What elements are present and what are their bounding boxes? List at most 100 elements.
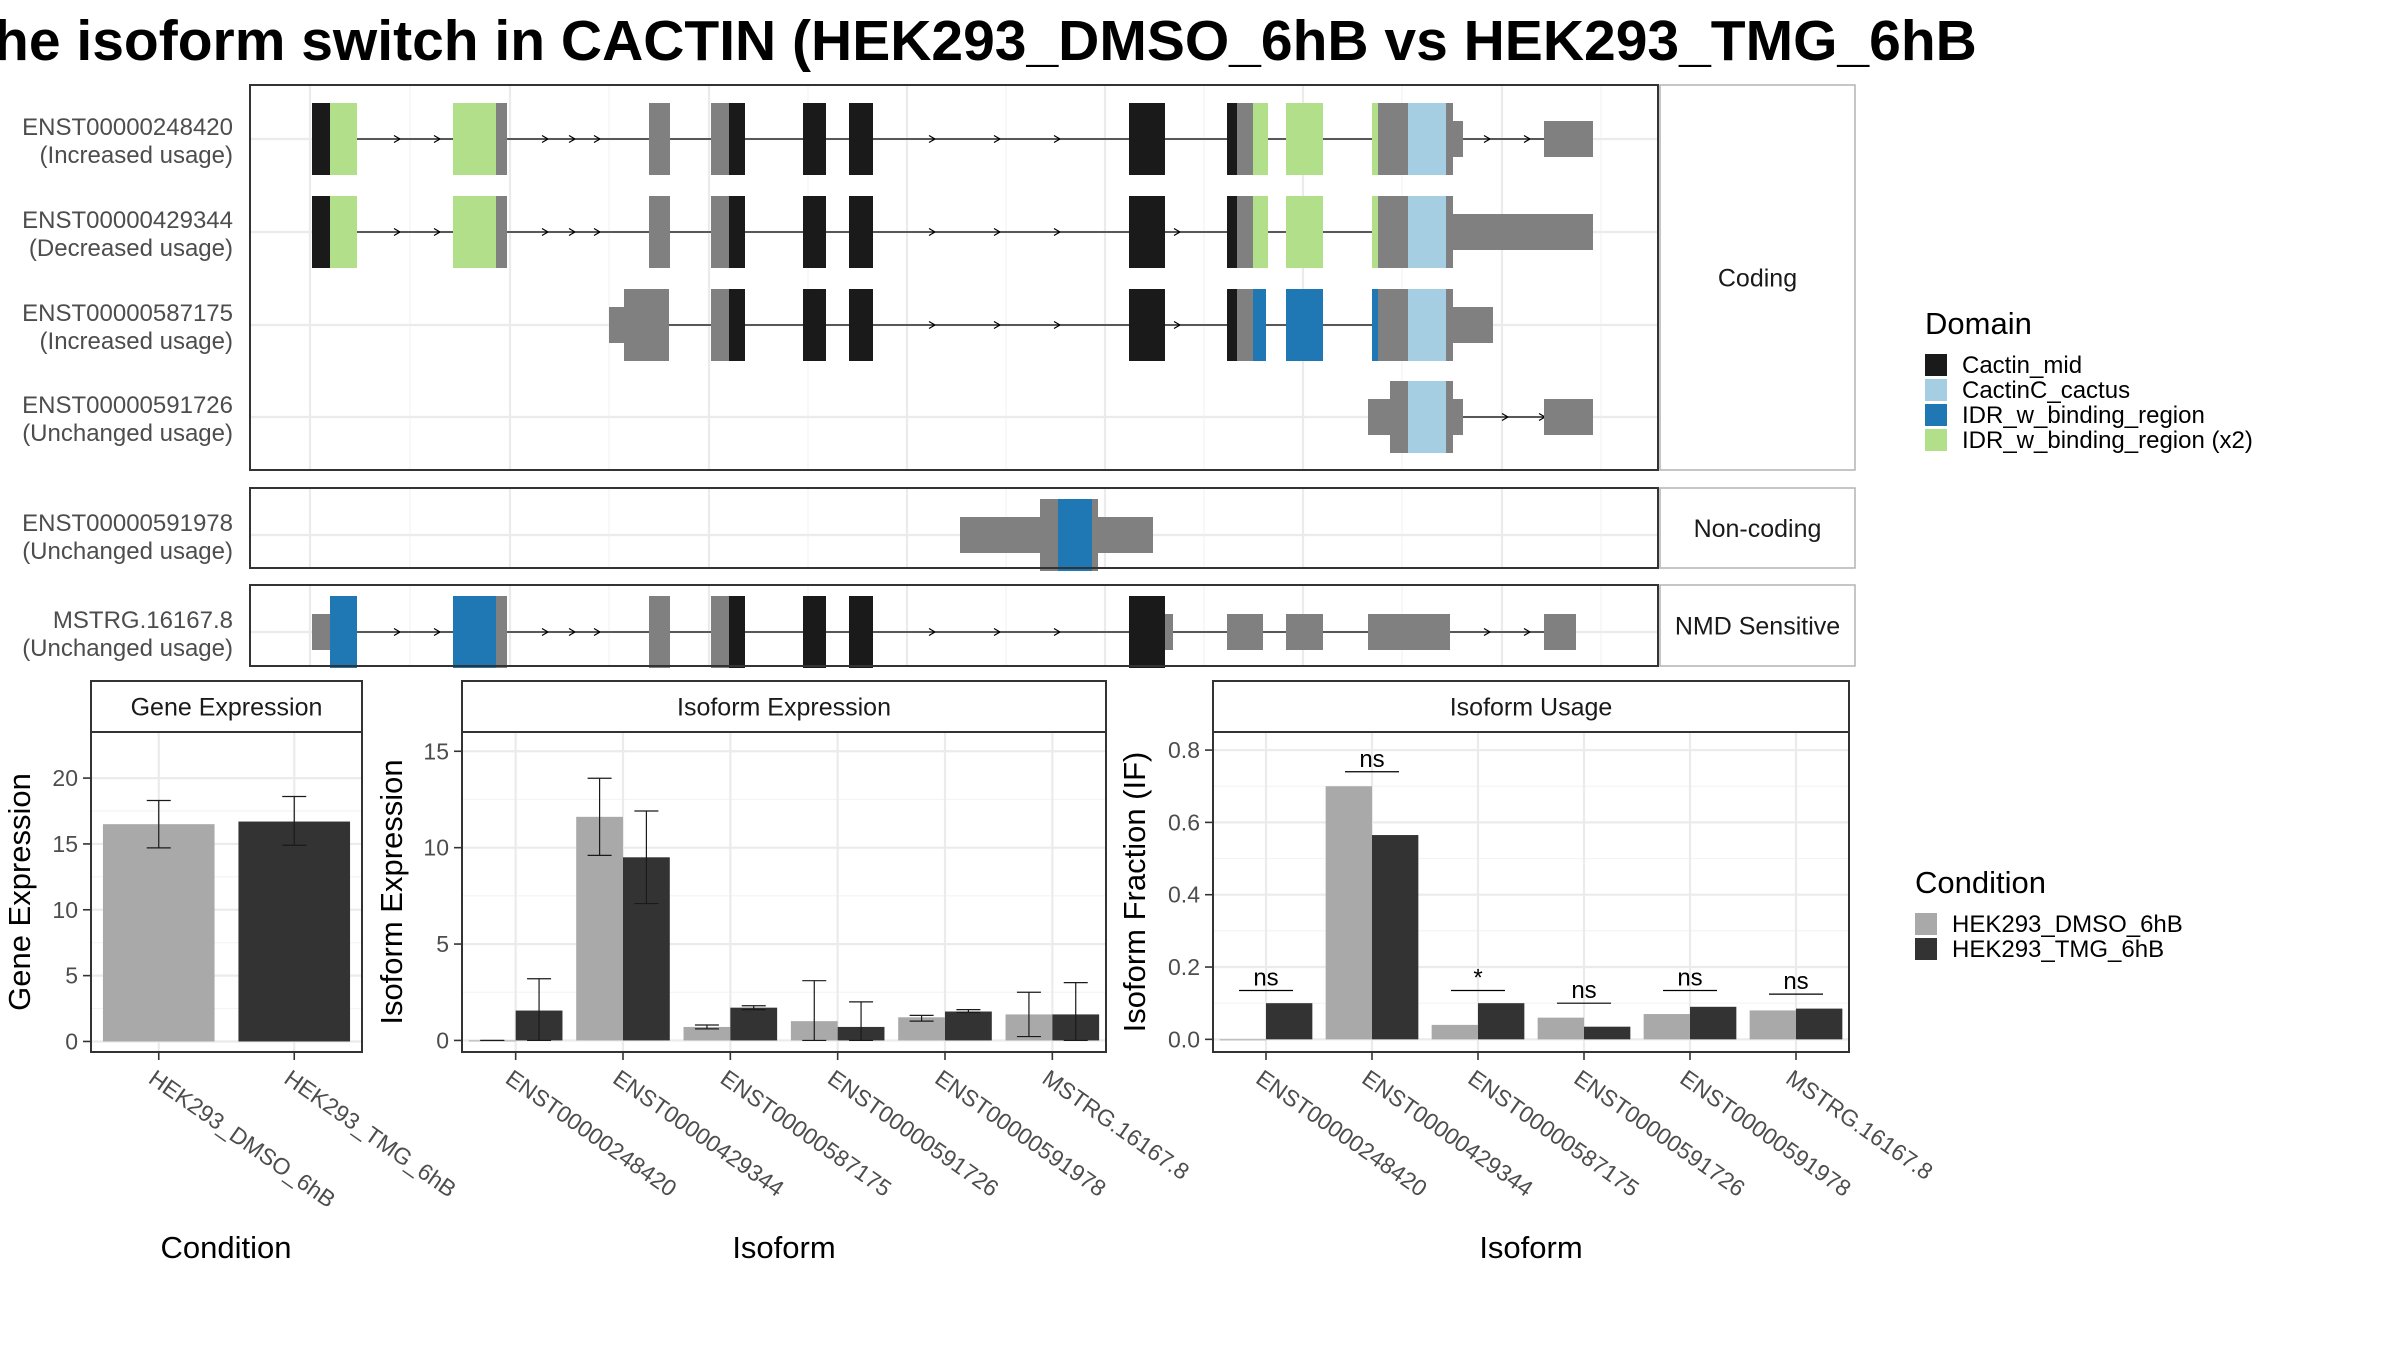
direction-arrow	[593, 227, 602, 237]
x-axis-title: Isoform	[1479, 1230, 1582, 1265]
y-tick-label: 0.4	[1168, 882, 1200, 908]
domain-legend-swatch	[1925, 404, 1947, 426]
error-bar	[802, 980, 827, 1042]
direction-arrow	[1053, 627, 1062, 637]
exon-block	[1286, 103, 1323, 175]
x-tick-label: ENST00000591726	[1569, 1065, 1749, 1202]
bar-dmso	[102, 824, 215, 1042]
bar-tmg	[1478, 1003, 1525, 1040]
transcript-id-label: ENST00000429344	[22, 207, 233, 234]
chart-strip-title: Isoform Expression	[677, 694, 891, 722]
transcript-usage-label: (Increased usage)	[40, 142, 233, 169]
panel-label: Coding	[1718, 265, 1797, 293]
exon-block	[1129, 196, 1165, 268]
error-bar	[1016, 991, 1041, 1038]
transcript-usage-label: (Unchanged usage)	[22, 635, 233, 662]
panel-label: NMD Sensitive	[1675, 613, 1840, 641]
condition-legend-swatch	[1915, 938, 1937, 960]
exon-block	[649, 103, 670, 175]
chart-title: he isoform switch in CACTIN (HEK293_DMSO…	[0, 9, 1977, 73]
bar-dmso	[1537, 1017, 1584, 1040]
direction-arrow	[433, 227, 442, 237]
exon-block	[711, 196, 729, 268]
error-bar	[527, 978, 552, 1042]
x-axis-title: Condition	[161, 1230, 292, 1265]
domain-legend-title: Domain	[1925, 306, 2032, 341]
condition-legend-swatch	[1915, 913, 1937, 935]
bar-tmg	[945, 1011, 992, 1041]
y-tick-label: 15	[423, 738, 449, 764]
structure-panel-3: MSTRG.16167.8(Unchanged usage) NMD Sensit…	[22, 584, 1856, 668]
direction-arrow	[1053, 227, 1062, 237]
utr-block	[1227, 614, 1263, 650]
direction-arrow	[1053, 134, 1062, 144]
transcript-MSTRG.16167.8: MSTRG.16167.8(Unchanged usage)	[22, 596, 1576, 668]
exon-block	[803, 103, 826, 175]
bar-dmso	[1749, 1010, 1796, 1040]
transcript-id-label: ENST00000591726	[22, 392, 233, 419]
direction-arrow	[593, 627, 602, 637]
direction-arrow	[928, 134, 937, 144]
panel-border	[249, 487, 1659, 569]
y-tick-label: 0	[436, 1027, 449, 1053]
utr-block	[1368, 614, 1450, 650]
utr-block	[1453, 307, 1493, 343]
chart-strip-title: Isoform Usage	[1450, 694, 1613, 722]
domain-legend-label: Cactin_mid	[1962, 352, 2082, 379]
exon-block	[1408, 289, 1446, 361]
exon-block	[1286, 289, 1323, 361]
exon-block	[729, 289, 745, 361]
condition-legend-title: Condition	[1915, 865, 2046, 900]
utr-block	[1453, 399, 1463, 435]
exon-block	[496, 103, 507, 175]
exon-block	[1378, 103, 1408, 175]
panel-label: Non-coding	[1694, 515, 1822, 543]
panel-border	[249, 84, 1659, 471]
exon-block	[729, 196, 745, 268]
transcript-ENST00000591726: ENST00000591726(Unchanged usage)	[22, 381, 1593, 453]
exon-block	[330, 596, 357, 668]
panel-strip	[1659, 487, 1856, 569]
plot-background	[1213, 732, 1849, 1052]
domain-legend-label: IDR_w_binding_region	[1962, 402, 2205, 429]
exon-block	[711, 289, 729, 361]
panel-strip	[1659, 584, 1856, 667]
exon-block	[849, 103, 873, 175]
exon-block	[649, 596, 670, 668]
structure-panel-1: ENST00000248420(Increased usage) ENST0000…	[22, 84, 1856, 471]
chart-strip-title: Gene Expression	[131, 694, 323, 722]
exon-block	[1408, 103, 1446, 175]
exon-block	[1237, 289, 1253, 361]
exon-block	[1372, 196, 1378, 268]
utr-block	[609, 307, 624, 343]
significance-label: ns	[1783, 968, 1808, 995]
error-bar	[1063, 982, 1088, 1042]
utr-block	[312, 614, 330, 650]
utr-block	[1453, 121, 1463, 157]
domain-legend-swatch	[1925, 354, 1947, 376]
exon-block	[849, 196, 873, 268]
transcript-ENST00000248420: ENST00000248420(Increased usage)	[22, 103, 1593, 175]
utr-block	[1446, 214, 1593, 250]
bar-tmg	[1690, 1006, 1737, 1040]
exon-block	[1237, 103, 1253, 175]
exon-block	[312, 103, 330, 175]
y-tick-label: 10	[423, 835, 449, 861]
utr-block	[1165, 614, 1173, 650]
direction-arrow	[433, 627, 442, 637]
exon-block	[1408, 381, 1446, 453]
utr-block	[1544, 121, 1593, 157]
exon-block	[453, 196, 502, 268]
exon-block	[1253, 196, 1268, 268]
direction-arrow	[1053, 320, 1062, 330]
y-axis-title: Isoform Fraction (IF)	[1117, 752, 1152, 1033]
exon-block	[803, 196, 826, 268]
exon-block	[803, 289, 826, 361]
exon-block	[1129, 596, 1165, 668]
error-bar	[741, 1005, 766, 1011]
y-tick-label: 0.2	[1168, 954, 1200, 980]
utr-block	[1098, 517, 1153, 553]
direction-arrow	[993, 134, 1002, 144]
exon-block	[1446, 289, 1453, 361]
